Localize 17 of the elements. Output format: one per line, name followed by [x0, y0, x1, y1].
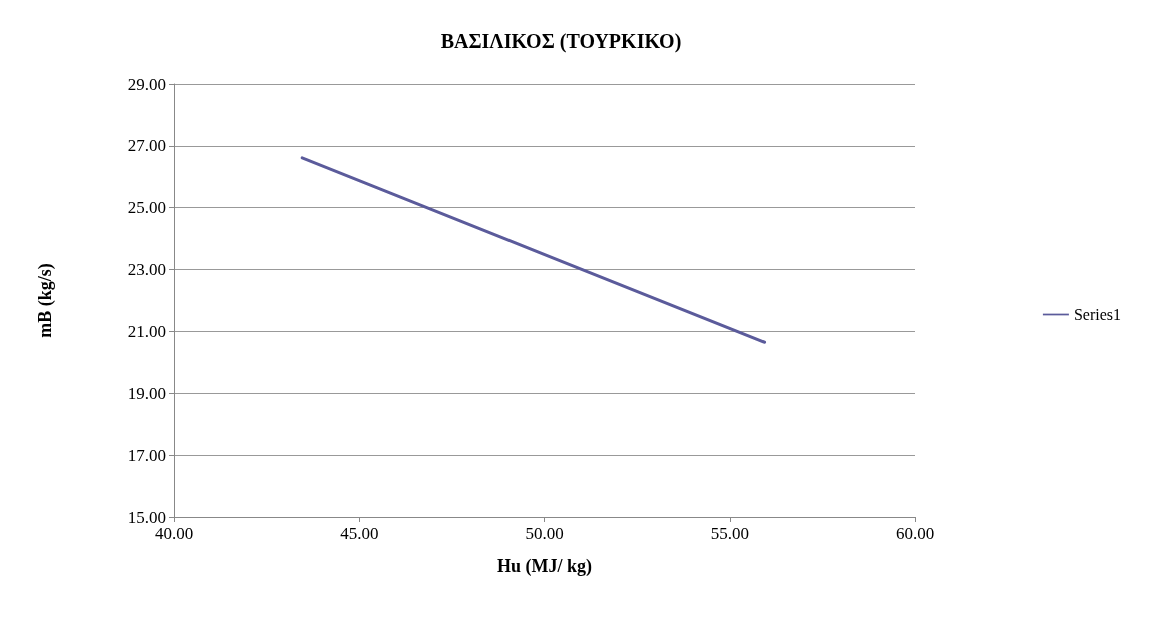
- y-tick-label: 17.00: [127, 445, 166, 465]
- x-tick-label: 50.00: [525, 524, 564, 543]
- x-tick-label: 45.00: [340, 524, 379, 543]
- legend-label: Series1: [1073, 306, 1122, 323]
- x-axis-title: Hu (MJ/ kg): [496, 556, 593, 577]
- y-tick-label: 23.00: [127, 260, 166, 280]
- y-tick-label: 25.00: [127, 198, 166, 218]
- y-axis-title: mB (kg/s): [35, 263, 56, 338]
- x-tick-label: 60.00: [895, 524, 935, 543]
- chart-title: ΒΑΣΙΛΙΚΟΣ (ΤΟΥΡΚΙΚΟ): [440, 30, 682, 53]
- x-tick-label: 55.00: [710, 524, 749, 543]
- y-tick-label: 27.00: [127, 136, 166, 156]
- y-tick-label: 15.00: [127, 507, 166, 527]
- y-tick-label: 29.00: [127, 74, 166, 94]
- y-tick-label: 19.00: [127, 383, 166, 403]
- y-tick-label: 21.00: [127, 321, 166, 341]
- x-tick-label: 40.00: [154, 524, 194, 543]
